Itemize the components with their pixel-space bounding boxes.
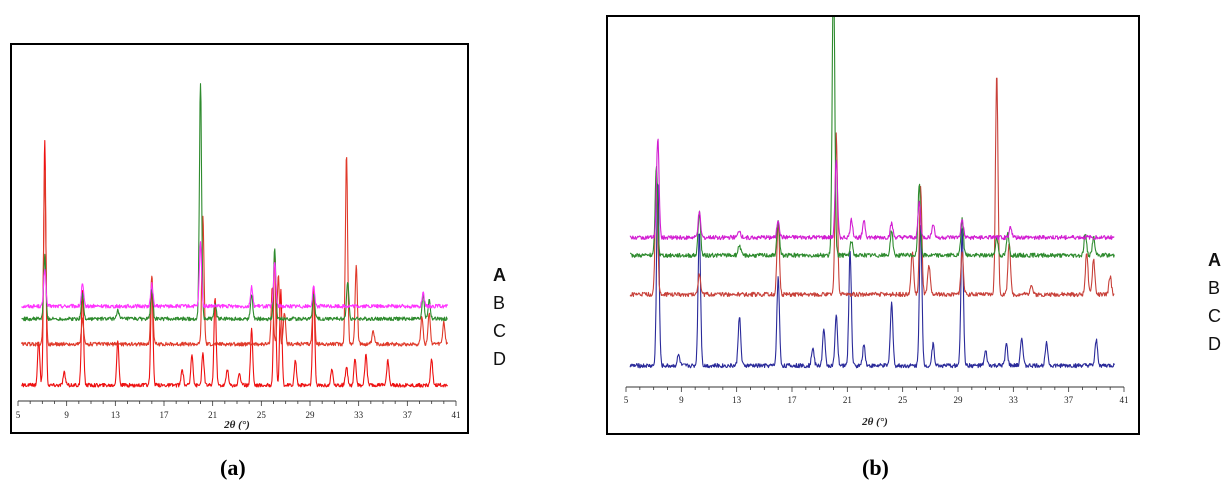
chart-panel-a: 5 9 13 17 21 25 29 33 37 41 2θ (°) — [10, 43, 469, 434]
x-tick-label-b: 21 — [843, 395, 852, 405]
x-tick-label-b: 5 — [624, 395, 629, 405]
legend-a-item-b: B — [493, 293, 506, 313]
legend-a-item-c: C — [493, 321, 506, 341]
x-tick-label-a: 25 — [257, 410, 267, 420]
legend-b-item-b: B — [1208, 278, 1221, 298]
x-tick-label-a: 17 — [160, 410, 170, 420]
legend-a-item-d: D — [493, 349, 506, 369]
x-tick-label-b: 41 — [1120, 395, 1129, 405]
x-tick-label-a: 9 — [64, 410, 69, 420]
legend-b-item-a: A — [1208, 250, 1221, 270]
x-tick-label-a: 37 — [403, 410, 413, 420]
series-line-c-b — [629, 77, 1115, 298]
x-axis-title-a: 2θ (°) — [223, 419, 250, 431]
x-tick-label-b: 17 — [788, 395, 798, 405]
series-line-b-b — [630, 17, 1115, 258]
x-tick-label-b: 37 — [1064, 395, 1074, 405]
x-tick-label-a: 5 — [16, 410, 21, 420]
chart-b-svg: 5 9 13 17 21 25 29 33 37 41 2θ (°) — [624, 17, 1129, 428]
x-tick-label-a: 29 — [306, 410, 316, 420]
legend-b-item-c: C — [1208, 306, 1221, 326]
caption-a: (a) — [220, 455, 246, 480]
series-line-d-a — [21, 139, 448, 388]
legend-b: A B C D — [1208, 246, 1221, 358]
legend-a: A B C D — [493, 261, 506, 373]
x-tick-label-b: 13 — [732, 395, 742, 405]
x-tick-label-a: 21 — [208, 410, 217, 420]
series-line-c-a — [21, 156, 449, 347]
legend-a-item-a: A — [493, 265, 506, 285]
series-line-b-a — [21, 83, 448, 322]
x-axis-title-b: 2θ (°) — [861, 416, 888, 428]
chart-panel-b: 5 9 13 17 21 25 29 33 37 41 2θ (°) — [606, 15, 1140, 435]
x-tick-label-b: 29 — [954, 395, 964, 405]
series-line-a-a — [21, 241, 449, 309]
legend-b-item-d: D — [1208, 334, 1221, 354]
caption-b: (b) — [862, 455, 889, 480]
x-tick-label-a: 41 — [452, 410, 461, 420]
x-tick-label-a: 33 — [354, 410, 364, 420]
x-tick-label-b: 25 — [898, 395, 908, 405]
x-tick-label-b: 9 — [679, 395, 684, 405]
x-tick-label-a: 13 — [111, 410, 121, 420]
chart-a-svg: 5 9 13 17 21 25 29 33 37 41 2θ (°) — [16, 83, 461, 431]
x-tick-label-b: 33 — [1009, 395, 1019, 405]
series-line-a-b — [629, 138, 1115, 241]
series-line-d-b — [629, 183, 1115, 369]
